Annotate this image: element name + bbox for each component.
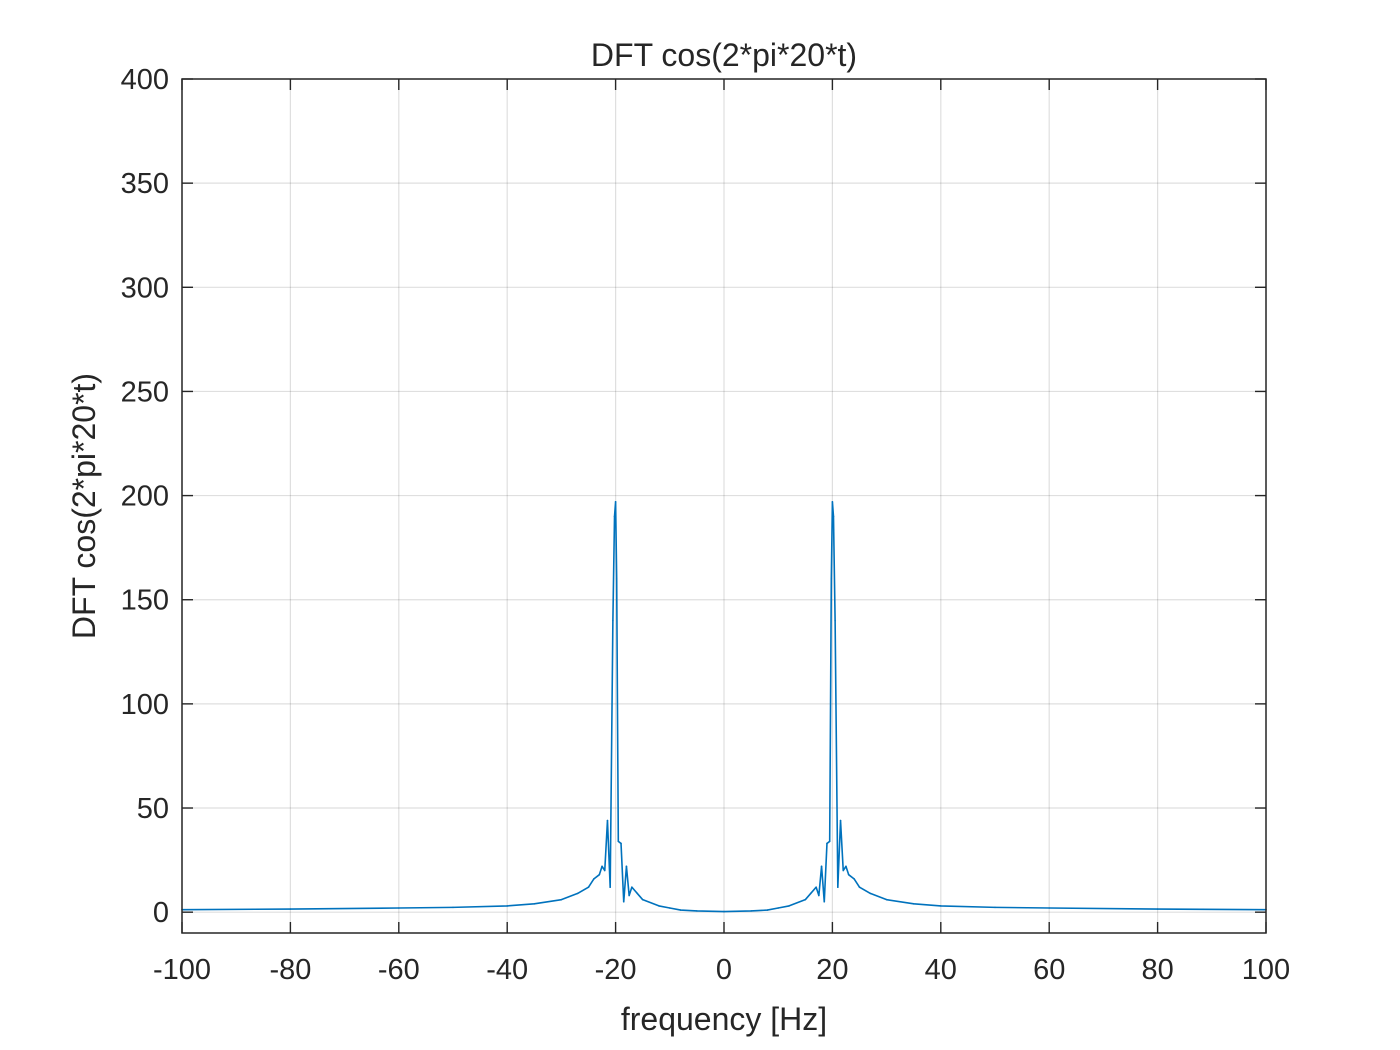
data-point — [847, 873, 850, 876]
data-point — [912, 903, 915, 905]
x-tick-label: 80 — [1141, 954, 1173, 986]
y-tick-label: 250 — [121, 376, 169, 408]
data-point — [804, 898, 807, 901]
data-point — [641, 898, 644, 901]
data-point — [820, 865, 823, 868]
data-point — [452, 906, 454, 909]
data-point — [723, 910, 725, 913]
data-point — [858, 886, 861, 888]
data-point — [837, 886, 839, 888]
data-point — [839, 819, 842, 822]
data-point — [885, 898, 888, 901]
data-point — [603, 869, 606, 872]
y-tick-label: 100 — [121, 689, 169, 721]
data-point — [615, 578, 618, 580]
x-tick-label: 100 — [1242, 954, 1290, 986]
x-tick-label: -80 — [269, 954, 311, 986]
data-point — [587, 886, 590, 888]
data-point — [609, 886, 611, 888]
data-point — [628, 894, 630, 897]
x-tick-label: 20 — [816, 954, 848, 986]
y-tick-label: 350 — [121, 168, 169, 200]
data-point — [842, 869, 845, 872]
data-point — [636, 892, 639, 895]
data-point — [506, 905, 509, 907]
x-axis-title: frequency [Hz] — [621, 1001, 827, 1037]
data-point — [853, 878, 855, 880]
data-point — [1156, 908, 1159, 910]
series-layer — [181, 501, 1267, 913]
data-point — [831, 501, 834, 503]
data-point — [845, 865, 847, 868]
ticks — [181, 78, 1267, 933]
data-point — [398, 907, 400, 909]
data-point — [658, 905, 660, 907]
x-tick-labels: -100 -80 -60 -40 -20 0 20 40 60 80 100 — [153, 954, 1290, 986]
data-point — [834, 619, 836, 622]
x-tick-label: -100 — [153, 954, 211, 986]
data-point — [826, 842, 828, 845]
y-tick-labels: 0 50 100 150 200 250 300 350 400 — [121, 64, 169, 929]
data-point — [560, 898, 563, 901]
data-point — [622, 900, 625, 903]
data-point — [598, 873, 601, 876]
data-point — [940, 905, 942, 907]
x-tick-label: 60 — [1033, 954, 1065, 986]
data-point — [994, 906, 996, 909]
x-tick-label: -20 — [595, 954, 637, 986]
data-point — [777, 907, 779, 909]
data-point — [606, 819, 609, 822]
y-axis-title: DFT cos(2*pi*20*t) — [66, 373, 102, 639]
chart-title: DFT cos(2*pi*20*t) — [591, 37, 857, 73]
y-tick-label: 300 — [121, 272, 169, 304]
y-tick-label: 200 — [121, 481, 169, 513]
data-point — [830, 578, 833, 580]
data-point — [679, 909, 682, 911]
data-point — [815, 886, 817, 888]
data-point — [620, 842, 622, 845]
data-point — [823, 900, 826, 903]
data-point — [614, 501, 617, 503]
x-tick-label: -60 — [378, 954, 420, 986]
x-tick-label: -40 — [486, 954, 528, 986]
data-point — [696, 910, 698, 912]
data-point — [750, 910, 752, 912]
data-point — [869, 892, 872, 895]
y-tick-label: 50 — [137, 793, 169, 825]
data-point — [289, 908, 292, 910]
y-tick-label: 150 — [121, 585, 169, 617]
plot-area — [182, 79, 1266, 933]
data-point — [576, 892, 579, 895]
data-point — [625, 865, 628, 868]
data-point — [533, 903, 536, 905]
data-point — [809, 892, 812, 895]
data-point — [617, 840, 620, 843]
data-point — [601, 865, 603, 868]
data-point — [593, 878, 595, 880]
x-tick-label: 0 — [716, 954, 732, 986]
y-tick-label: 0 — [153, 897, 169, 929]
data-point — [631, 886, 633, 888]
data-point — [612, 619, 614, 622]
data-point — [1048, 907, 1050, 909]
y-tick-label: 400 — [121, 64, 169, 96]
data-point — [766, 909, 769, 911]
data-point — [613, 515, 616, 518]
data-point — [828, 840, 831, 843]
data-point — [832, 515, 835, 518]
data-point — [788, 905, 790, 907]
data-point — [669, 907, 671, 909]
data-point — [818, 894, 820, 897]
x-tick-label: 40 — [925, 954, 957, 986]
